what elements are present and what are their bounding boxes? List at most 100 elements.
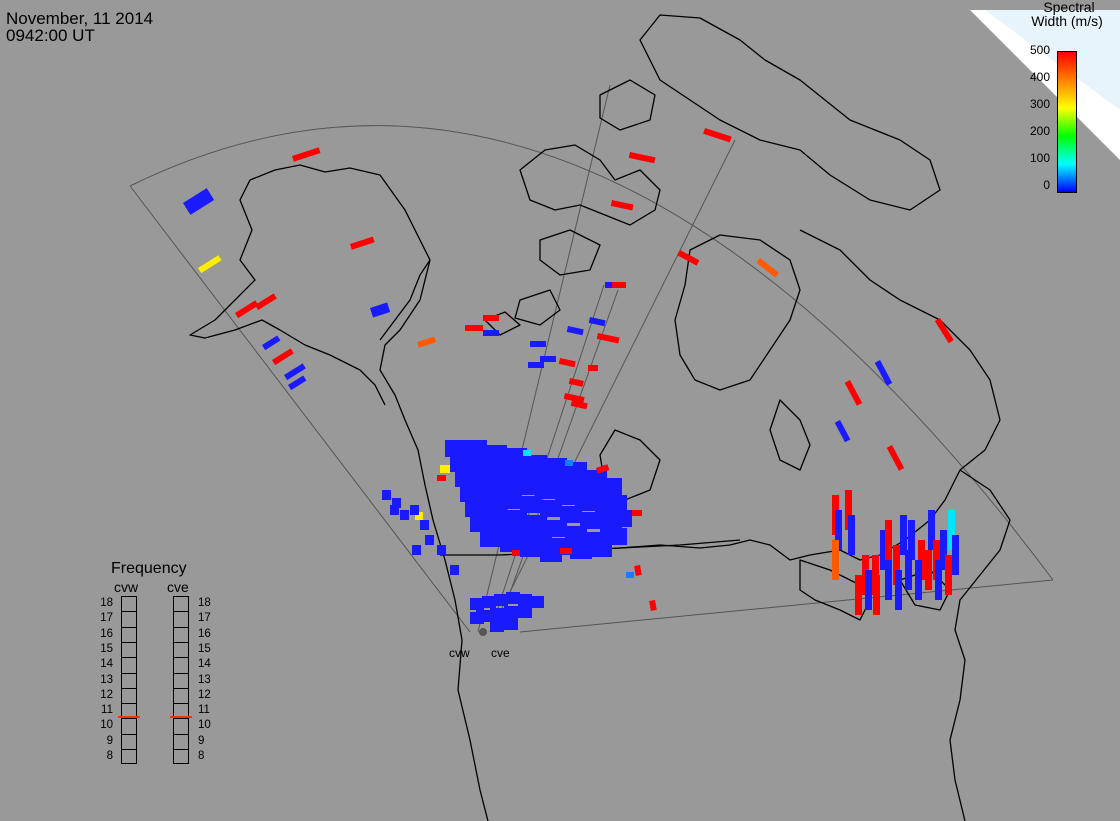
coastline-segment [249, 164, 489, 821]
echo-cell [558, 357, 576, 368]
echo-cell [470, 612, 484, 624]
echo-cell [845, 490, 852, 530]
echo-cell [588, 365, 598, 371]
frequency-level-label: 16 [100, 627, 113, 640]
colorbar-tick-label: 400 [1029, 70, 1050, 84]
echo-cell [634, 564, 642, 576]
echo-cell [626, 572, 634, 578]
echo-cell [925, 550, 932, 590]
echo-cell [390, 505, 399, 515]
echo-cell [470, 598, 484, 610]
frequency-cell-divider [174, 703, 188, 705]
frequency-cell-divider [174, 626, 188, 628]
fov-east-edge [519, 579, 1054, 633]
echo-cell [494, 594, 508, 606]
echo-cell [470, 515, 492, 532]
echo-cell [500, 492, 522, 509]
date-label: November, 11 2014 [6, 9, 154, 28]
echo-cell [886, 445, 905, 471]
coastline-segment [674, 234, 801, 391]
echo-cell [410, 505, 419, 515]
frequency-cell-divider [174, 718, 188, 720]
frequency-level-label: 13 [100, 673, 113, 686]
frequency-marker-cvw [118, 716, 140, 719]
echo-cell [612, 282, 626, 288]
echo-cell [482, 596, 496, 608]
echo-cell [520, 540, 542, 557]
colorbar-tick-label: 0 [1043, 178, 1050, 192]
echo-cell [490, 620, 504, 632]
colorbar-title-line1: Spectral [1043, 0, 1095, 15]
echo-cell [261, 335, 281, 351]
frequency-level-label: 9 [106, 734, 113, 747]
echo-cell [510, 462, 532, 479]
frequency-cell-divider [122, 749, 136, 750]
echo-cell [628, 151, 656, 164]
frequency-level-label: 9 [198, 734, 205, 747]
colorbar-tick-label: 500 [1029, 43, 1050, 57]
echo-cell [465, 325, 483, 331]
echo-cell [535, 482, 557, 499]
echo-cell [940, 530, 947, 570]
coastline-segment [599, 429, 661, 501]
radar-label-cve: cve [491, 646, 510, 660]
echo-cell [885, 560, 892, 600]
frequency-level-label: 17 [198, 612, 211, 625]
colorbar-title-line2: Width (m/s) [1031, 13, 1103, 29]
frequency-level-label: 10 [198, 719, 211, 732]
coastline-segment [514, 289, 561, 326]
echo-cell [415, 512, 423, 520]
coastline-segment [799, 559, 871, 621]
echo-cell [563, 393, 585, 404]
frequency-level-label: 11 [198, 704, 210, 717]
echo-cell [832, 540, 839, 580]
echo-cell [908, 520, 915, 560]
frequency-cell-divider [174, 657, 188, 659]
echo-cell [440, 465, 450, 473]
echo-cell [284, 363, 306, 381]
frequency-cell-divider [122, 611, 136, 613]
frequency-level-label: 12 [198, 688, 211, 701]
echo-cell [455, 470, 477, 487]
echo-cell [392, 498, 401, 508]
frequency-level-label: 12 [100, 688, 113, 701]
echo-cell [873, 575, 880, 615]
echo-cell [382, 490, 391, 500]
coastline-segment [949, 469, 1011, 821]
echo-cell [928, 510, 935, 550]
echo-cell [350, 236, 375, 250]
echo-cell [523, 450, 531, 456]
frequency-cell-divider [174, 672, 188, 674]
echo-cell [880, 530, 887, 570]
coastline-segment [639, 14, 941, 211]
echo-cell [568, 378, 584, 387]
echo-cell [874, 360, 893, 386]
frequency-level-label: 18 [198, 597, 211, 609]
echo-cell [235, 300, 259, 319]
echo-cell [528, 362, 544, 368]
echo-cell [417, 336, 436, 348]
echo-cell [465, 500, 487, 517]
colorbar-tick-label: 100 [1029, 151, 1050, 165]
echo-cell [445, 440, 467, 457]
echo-cell [756, 257, 779, 278]
echo-cell [848, 515, 855, 555]
colorbar-gradient [1057, 51, 1077, 193]
echo-cell [540, 356, 556, 362]
echo-cell [425, 535, 434, 545]
frequency-cell-divider [122, 687, 136, 689]
echo-cell [855, 575, 862, 615]
echo-cell [560, 506, 582, 523]
echo-cell [450, 455, 472, 472]
frequency-level-label: 16 [198, 627, 211, 640]
echo-cell [183, 188, 215, 215]
echo-cell [835, 510, 842, 550]
frequency-cell-divider [174, 611, 188, 613]
backscatter-echoes [183, 128, 959, 632]
echo-cell [450, 565, 459, 575]
echo-cell [437, 475, 446, 481]
echo-cell [565, 460, 573, 466]
echo-cell [934, 318, 954, 344]
frequency-column-cve [170, 596, 192, 765]
